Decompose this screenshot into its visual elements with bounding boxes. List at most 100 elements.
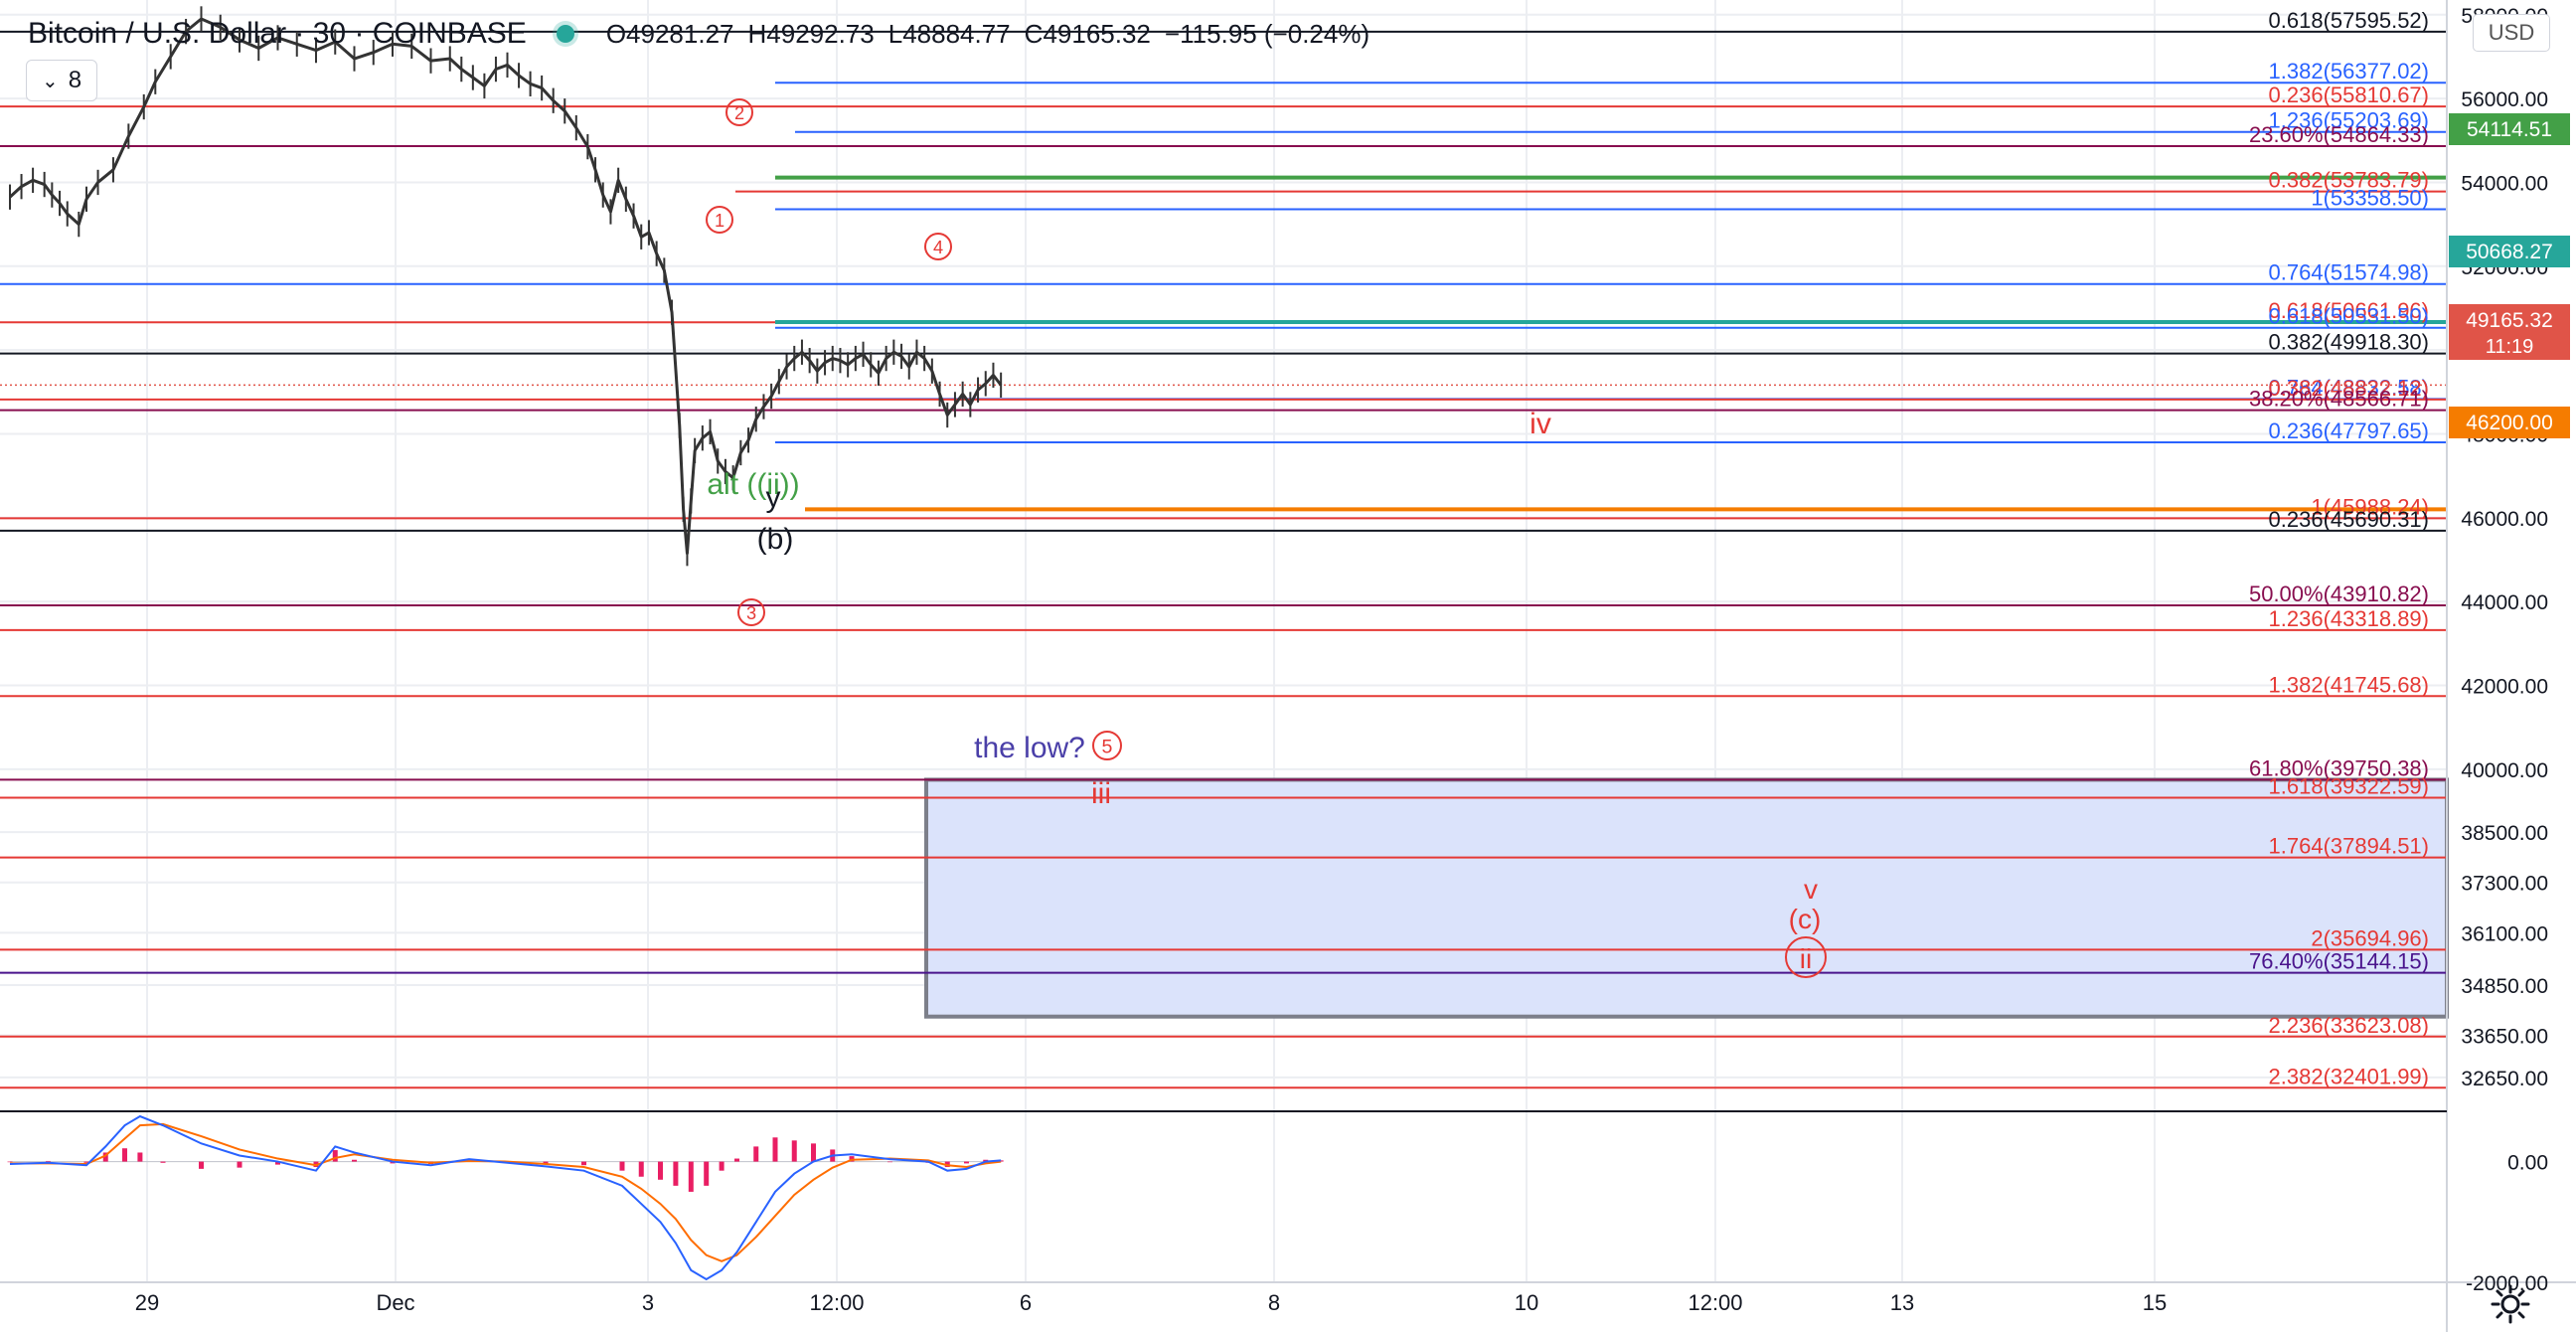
fib-level-label: 1.236(43318.89) [2269, 606, 2429, 631]
fib-level-label: 0.236(45690.31) [2269, 507, 2429, 532]
x-tick-label: 8 [1268, 1290, 1280, 1315]
price-marker-label: 50668.27 [2466, 241, 2553, 263]
wave-circle-label: 5 [1102, 737, 1113, 758]
y-tick-label: 46000.00 [2461, 508, 2548, 531]
price-series-line [8, 17, 1003, 556]
symbol-title[interactable]: Bitcoin / U.S. Dollar · 30 · COINBASE [28, 17, 527, 50]
y-tick-label: 40000.00 [2461, 759, 2548, 782]
wave-circle-label: 1 [715, 211, 724, 231]
y-tick-label: 33650.00 [2461, 1026, 2548, 1049]
price-marker [2449, 113, 2570, 145]
fib-level-label: 1.382(41745.68) [2269, 672, 2429, 697]
change-value: −115.95 (−0.24%) [1164, 18, 1370, 49]
y-tick-label: 34850.00 [2461, 975, 2548, 998]
x-tick-label: 13 [1890, 1290, 1914, 1315]
wave-label: alt ((ii)) [707, 468, 799, 501]
wave-circle-label: ii [1800, 943, 1812, 974]
indicator-count: 8 [68, 67, 82, 93]
fib-level-label: 0.618(50531.50) [2269, 304, 2429, 329]
wave-circle [706, 206, 733, 234]
fib-level-label: 0.618(57595.52) [2269, 8, 2429, 33]
y-tick-label: 38500.00 [2461, 822, 2548, 845]
wave-label: iii [1091, 777, 1111, 810]
fib-level-label: 1(53358.50) [2311, 186, 2429, 211]
fib-level-label: 0.382(48822.12) [2269, 376, 2429, 401]
macd-line [9, 1114, 1002, 1281]
wave-circle [924, 233, 952, 260]
x-tick-label: 10 [1515, 1290, 1538, 1315]
target-zone-box [924, 777, 2449, 1019]
x-tick-label: 3 [642, 1290, 654, 1315]
fib-level-label: 50.00%(43910.82) [2249, 582, 2429, 606]
price-marker-label: 46200.00 [2466, 412, 2553, 434]
y-tick-label: 42000.00 [2461, 676, 2548, 699]
wave-circle-label: 3 [746, 603, 756, 623]
fib-level-label: 0.236(47797.65) [2269, 418, 2429, 443]
y-tick-label: 32650.00 [2461, 1068, 2548, 1090]
fib-level-label: 1.618(39322.59) [2269, 773, 2429, 798]
high-label: H [747, 18, 767, 49]
wave-circle [1785, 936, 1827, 978]
fib-level-label: 0.764(51574.98) [2269, 260, 2429, 285]
fib-level-label: 23.60%(54864.33) [2249, 122, 2429, 147]
fib-level-label: 0.618(50661.96) [2269, 298, 2429, 323]
wave-label: v [1804, 874, 1818, 905]
price-marker [2449, 304, 2570, 360]
low-label: L [887, 18, 903, 49]
chevron-down-icon: ⌄ [41, 70, 59, 92]
wave-circle [1092, 731, 1122, 760]
y-tick-label: 54000.00 [2461, 172, 2548, 195]
close-value: 49165.32 [1043, 18, 1151, 49]
price-marker-label: 49165.32 [2466, 309, 2553, 332]
market-status-icon [556, 25, 574, 43]
macd-tick-label: 0.00 [2507, 1152, 2548, 1175]
x-tick-label: 12:00 [809, 1290, 864, 1315]
fib-level-label: 38.20%(48566.71) [2249, 387, 2429, 412]
macd-signal-line [10, 1122, 1002, 1262]
wave-label: (b) [757, 523, 794, 556]
y-tick-label: 44000.00 [2461, 591, 2548, 614]
price-marker [2449, 236, 2570, 267]
fib-level-label: 1.382(56377.02) [2269, 59, 2429, 83]
open-label: O [605, 18, 627, 49]
fib-level-label: 1.764(37894.51) [2269, 834, 2429, 859]
wave-circle [737, 598, 765, 626]
x-tick-label: Dec [376, 1290, 414, 1315]
fib-level-label: 1(45988.24) [2311, 494, 2429, 519]
fib-level-label: 0.382(53783.79) [2269, 168, 2429, 193]
fib-level-label: 0.382(49918.30) [2269, 330, 2429, 355]
open-value: 49281.27 [626, 18, 734, 49]
wave-circle-label: 4 [933, 238, 943, 257]
indicator-collapse-button[interactable]: ⌄ 8 [26, 60, 97, 101]
close-label: C [1024, 18, 1044, 49]
price-marker-label: 54114.51 [2467, 118, 2552, 141]
currency-label: USD [2488, 20, 2535, 45]
price-marker-countdown: 11:19 [2486, 336, 2534, 358]
fib-level-label: 2(35694.96) [2311, 925, 2429, 950]
fib-level-label: 0.764(48832.58) [2269, 375, 2429, 400]
fib-level-label: 61.80%(39750.38) [2249, 755, 2429, 780]
x-tick-label: 6 [1020, 1290, 1032, 1315]
y-tick-label: 37300.00 [2461, 873, 2548, 896]
wave-label: the low? [974, 732, 1085, 764]
fib-level-label: 2.236(33623.08) [2269, 1013, 2429, 1038]
low-value: 48884.77 [902, 18, 1011, 49]
price-marker [2449, 407, 2570, 438]
settings-icon[interactable] [2489, 1282, 2532, 1326]
fib-level-label: 76.40%(35144.15) [2249, 949, 2429, 974]
x-tick-label: 29 [135, 1290, 159, 1315]
high-value: 49292.73 [766, 18, 875, 49]
y-tick-label: 56000.00 [2461, 88, 2548, 111]
fib-level-label: 2.382(32401.99) [2269, 1064, 2429, 1088]
x-tick-label: 15 [2143, 1290, 2167, 1315]
currency-selector[interactable]: USD [2473, 14, 2550, 52]
wave-label: y [766, 481, 781, 514]
fib-level-label: 0.236(55810.67) [2269, 83, 2429, 107]
wave-circle-label: 2 [734, 103, 744, 123]
macd-tick-label: -2000.00 [2466, 1272, 2548, 1295]
y-tick-label: 36100.00 [2461, 922, 2548, 945]
wave-circle [725, 98, 753, 126]
